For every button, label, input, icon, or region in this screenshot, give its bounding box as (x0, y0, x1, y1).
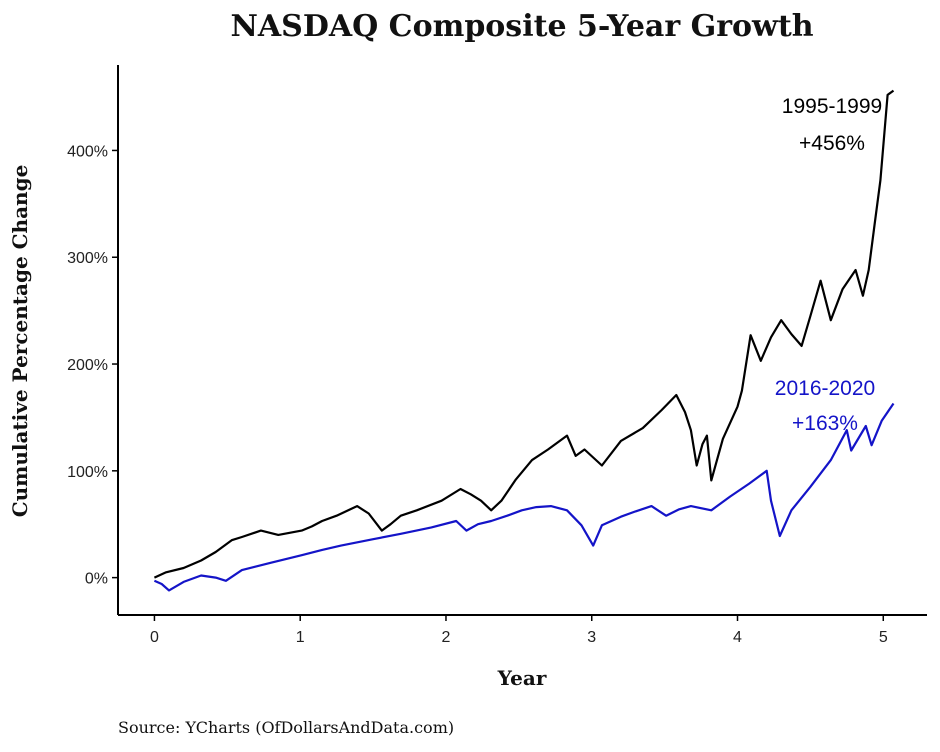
x-ticks: 0 1 2 3 4 5 (150, 615, 888, 646)
y-tick-label: 100% (67, 464, 108, 481)
chart-title: NASDAQ Composite 5-Year Growth (230, 9, 813, 44)
y-axis-title: Cumulative Percentage Change (8, 165, 32, 518)
series-layer (153, 89, 895, 592)
y-tick-label: 0% (85, 571, 108, 588)
series-line-1995-1999 (153, 89, 895, 579)
series-annotation-value: +456% (799, 132, 865, 155)
y-tick-label: 200% (67, 357, 108, 374)
source-caption: Source: YCharts (OfDollarsAndData.com) (118, 718, 454, 737)
y-tick-label: 300% (67, 250, 108, 267)
y-tick-label: 400% (67, 143, 108, 160)
x-tick-label: 3 (587, 629, 596, 646)
series-line-2016-2020 (153, 402, 895, 592)
series-annotation-period: 1995-1999 (782, 95, 882, 118)
x-tick-label: 2 (442, 629, 451, 646)
series-annotation-period: 2016-2020 (775, 377, 875, 400)
x-tick-label: 5 (879, 629, 888, 646)
y-ticks: 0% 100% 200% 300% 400% (67, 143, 118, 588)
x-tick-label: 1 (296, 629, 305, 646)
x-tick-label: 4 (733, 629, 742, 646)
axes (117, 65, 927, 616)
x-axis-title: Year (497, 666, 547, 690)
annotations: 1995-1999 +456% 2016-2020 +163% (775, 95, 882, 435)
x-tick-label: 0 (150, 629, 159, 646)
series-annotation-value: +163% (792, 412, 858, 435)
